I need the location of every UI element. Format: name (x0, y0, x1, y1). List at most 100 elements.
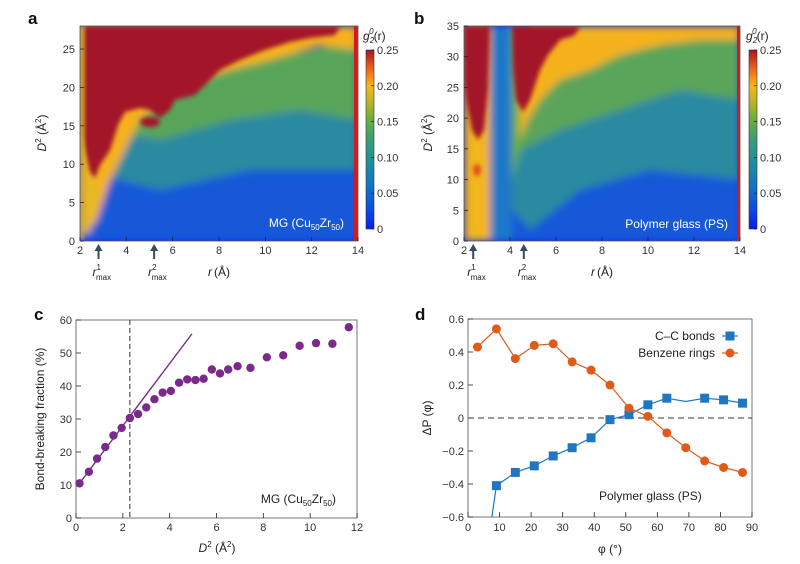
y-tick-label-b: 10 (447, 175, 459, 187)
x-tick-label-d: 70 (683, 522, 695, 534)
data-point (92, 454, 102, 463)
panel-a: a 2 4 6 8 10 12 14 0 5 10 15 20 25 MG (Cu50Zr50) (28, 9, 398, 282)
y-tick-label-a: 0 (69, 236, 75, 248)
data-point-square (700, 393, 710, 403)
colorbar-b-title: g20(r) (746, 27, 769, 45)
y-tick-label-c: 60 (60, 315, 72, 327)
heatmap-a-green-band (110, 40, 358, 140)
x-tick-label-b: 2 (461, 245, 467, 257)
colorbar-tick-label-b: 0.05 (760, 188, 781, 200)
data-point-circle (643, 411, 653, 421)
data-point-circle (719, 463, 729, 472)
heatmap-b-annotation: Polymer glass (PS) (625, 217, 728, 231)
rmax-arrows-a: r1 max r2 max (93, 244, 167, 282)
y-tick-label-d: −0.6 (442, 512, 464, 524)
rmax-arrow-icon (519, 244, 528, 251)
data-point (344, 323, 354, 332)
panel-d: d 0 10 20 30 40 50 60 70 80 90 −0.6 −0.4 −0.2 0 0.2 0.4… (415, 305, 758, 556)
x-tick-label-d: 20 (525, 522, 537, 534)
colorbar-a (365, 49, 375, 230)
data-point (328, 339, 337, 348)
colorbar-tick-label-a: 0.25 (377, 45, 398, 57)
data-point-circle (491, 324, 501, 334)
data-point (215, 369, 225, 378)
y-tick-label-d: −0.4 (442, 479, 464, 491)
panel-c-label: c (34, 305, 43, 324)
data-point (183, 375, 192, 384)
data-point (150, 395, 159, 404)
y-tick-label-b: 35 (447, 21, 459, 33)
axes-d: 0 10 20 30 40 50 60 70 80 90 −0.6 −0.4 −0.2 0 0.2 0.4 0.… (442, 314, 758, 534)
data-point-circle (567, 357, 577, 367)
data-point (75, 479, 84, 488)
axes-c: 0 2 4 6 8 10 12 0 10 20 30 40 50 60 (60, 315, 363, 534)
panel-a-label: a (28, 9, 38, 28)
x-tick-label-c: 10 (304, 522, 316, 534)
data-point-circle (700, 456, 710, 466)
x-tick-label-a: 2 (77, 245, 83, 257)
x-tick-label-a: 8 (216, 245, 222, 257)
data-point-circle (472, 342, 482, 352)
y-axis-label-d: ΔP (φ) (420, 401, 434, 436)
heatmap-b-saturated-right (512, 26, 580, 112)
y-tick-label-a: 5 (69, 198, 75, 210)
panel-b-label: b (414, 9, 424, 28)
x-tick-label-c: 0 (73, 522, 79, 534)
x-tick-label-c: 8 (260, 522, 266, 534)
plot-c-annotation: MG (Cu50Zr50) (261, 492, 336, 508)
x-tick-label-c: 4 (167, 522, 173, 534)
data-point (311, 338, 321, 348)
x-tick-label-b: 8 (599, 245, 605, 257)
x-tick-label-b: 10 (642, 245, 654, 257)
colorbar-tick-label-b: 0.20 (760, 81, 781, 93)
heatmap-a (80, 26, 358, 241)
y-tick-label-b: 15 (447, 144, 459, 156)
heatmap-a-rmax1-stem (80, 160, 100, 235)
x-axis-label-d: φ (°) (598, 542, 622, 556)
data-point-square (529, 461, 539, 471)
data-point (84, 467, 94, 476)
x-tick-label-a: 14 (352, 245, 364, 257)
y-axis-label-c: Bond-breaking fraction (%) (33, 348, 47, 491)
colorbar-tick-label-a: 0.10 (377, 152, 398, 164)
rmax-arrows-b: r1 max r2 max (467, 244, 536, 282)
heatmap-b (464, 26, 740, 241)
data-point-square (510, 467, 520, 477)
x-tick-label-d: 40 (588, 522, 600, 534)
y-tick-label-a: 10 (63, 159, 75, 171)
y-tick-label-c: 40 (60, 381, 72, 393)
rmax-arrow-icon (94, 244, 103, 251)
y-tick-label-b: 25 (447, 82, 459, 94)
heatmap-b-right-edge (737, 26, 740, 241)
data-point (125, 413, 135, 423)
rmax-label: r2 max (148, 263, 167, 282)
colorbar-a-title: g20(r) (363, 27, 386, 45)
data-point (224, 365, 233, 374)
heatmap-b-green-band (510, 30, 740, 150)
x-tick-label-d: 30 (557, 522, 569, 534)
heatmap-a-left-edge (80, 26, 83, 241)
data-point-square (719, 395, 729, 405)
plot-d-series (472, 324, 748, 517)
data-point (117, 423, 126, 433)
heatmap-a-saturated-region (80, 26, 340, 178)
y-tick-label-b: 0 (453, 236, 459, 248)
x-tick-label-b: 4 (507, 245, 513, 257)
panel-b: b 2 4 6 8 10 12 14 0 5 10 15 20 25 30 35 Polymer glass… (414, 9, 781, 282)
heatmap-b-channel (490, 26, 512, 241)
plot-d-annotation: Polymer glass (PS) (599, 489, 702, 503)
data-point-square (738, 398, 748, 408)
data-point (279, 351, 288, 360)
data-point-square (491, 481, 501, 491)
x-axis-label-b: r (Å) (591, 264, 613, 279)
y-tick-label-d: 0.2 (449, 380, 464, 392)
x-tick-label-d: 50 (620, 522, 632, 534)
x-tick-label-c: 6 (213, 522, 219, 534)
data-point (233, 362, 242, 371)
rmax-label: r2 max (518, 263, 537, 282)
data-point-square (548, 451, 558, 461)
y-tick-label-b: 30 (447, 52, 459, 64)
x-axis-label-a: r (Å) (208, 264, 230, 279)
x-tick-label-c: 2 (120, 522, 126, 534)
y-tick-label-c: 50 (60, 348, 72, 360)
